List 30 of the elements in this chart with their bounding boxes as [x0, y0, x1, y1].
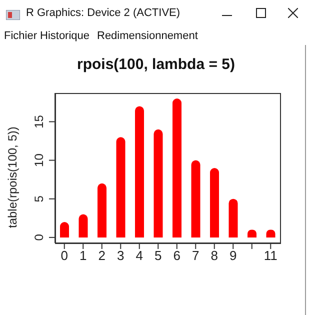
text: Fichier: [4, 30, 38, 42]
x-tick-label: 0: [60, 248, 68, 264]
bar: [228, 198, 238, 238]
bar: [116, 137, 126, 238]
bar: [210, 168, 219, 238]
x-tick-label: 2: [98, 248, 106, 264]
x-tick-label: 3: [117, 248, 124, 264]
y-tick-label: 10: [32, 153, 46, 167]
bar: [191, 160, 200, 238]
x-tick-label: 1: [80, 248, 87, 264]
text: R Graphics: Device 2 (ACTIVE): [26, 7, 180, 19]
bar: [154, 129, 163, 238]
y-tick-label: 0: [32, 234, 46, 241]
x-tick-label: 11: [264, 248, 278, 264]
text: Redimensionnement: [97, 30, 198, 42]
bar: [172, 98, 182, 238]
x-tick-label: 6: [173, 248, 180, 264]
x-tick-label: 8: [210, 248, 218, 264]
chart-title: rpois(100, lambda = 5): [76, 56, 236, 73]
y-tick-label: 15: [32, 114, 46, 128]
y-tick-label: 5: [32, 195, 46, 202]
x-tick-label: 4: [136, 248, 143, 264]
bar: [78, 214, 88, 238]
bar: [98, 183, 106, 238]
x-tick-label: 7: [192, 248, 200, 264]
x-tick-label: 9: [230, 248, 237, 264]
text: Historique: [40, 30, 90, 42]
y-axis-title: table(rpois(100, 5)): [5, 126, 20, 228]
bar: [135, 106, 144, 238]
x-tick-label: 5: [154, 248, 162, 264]
